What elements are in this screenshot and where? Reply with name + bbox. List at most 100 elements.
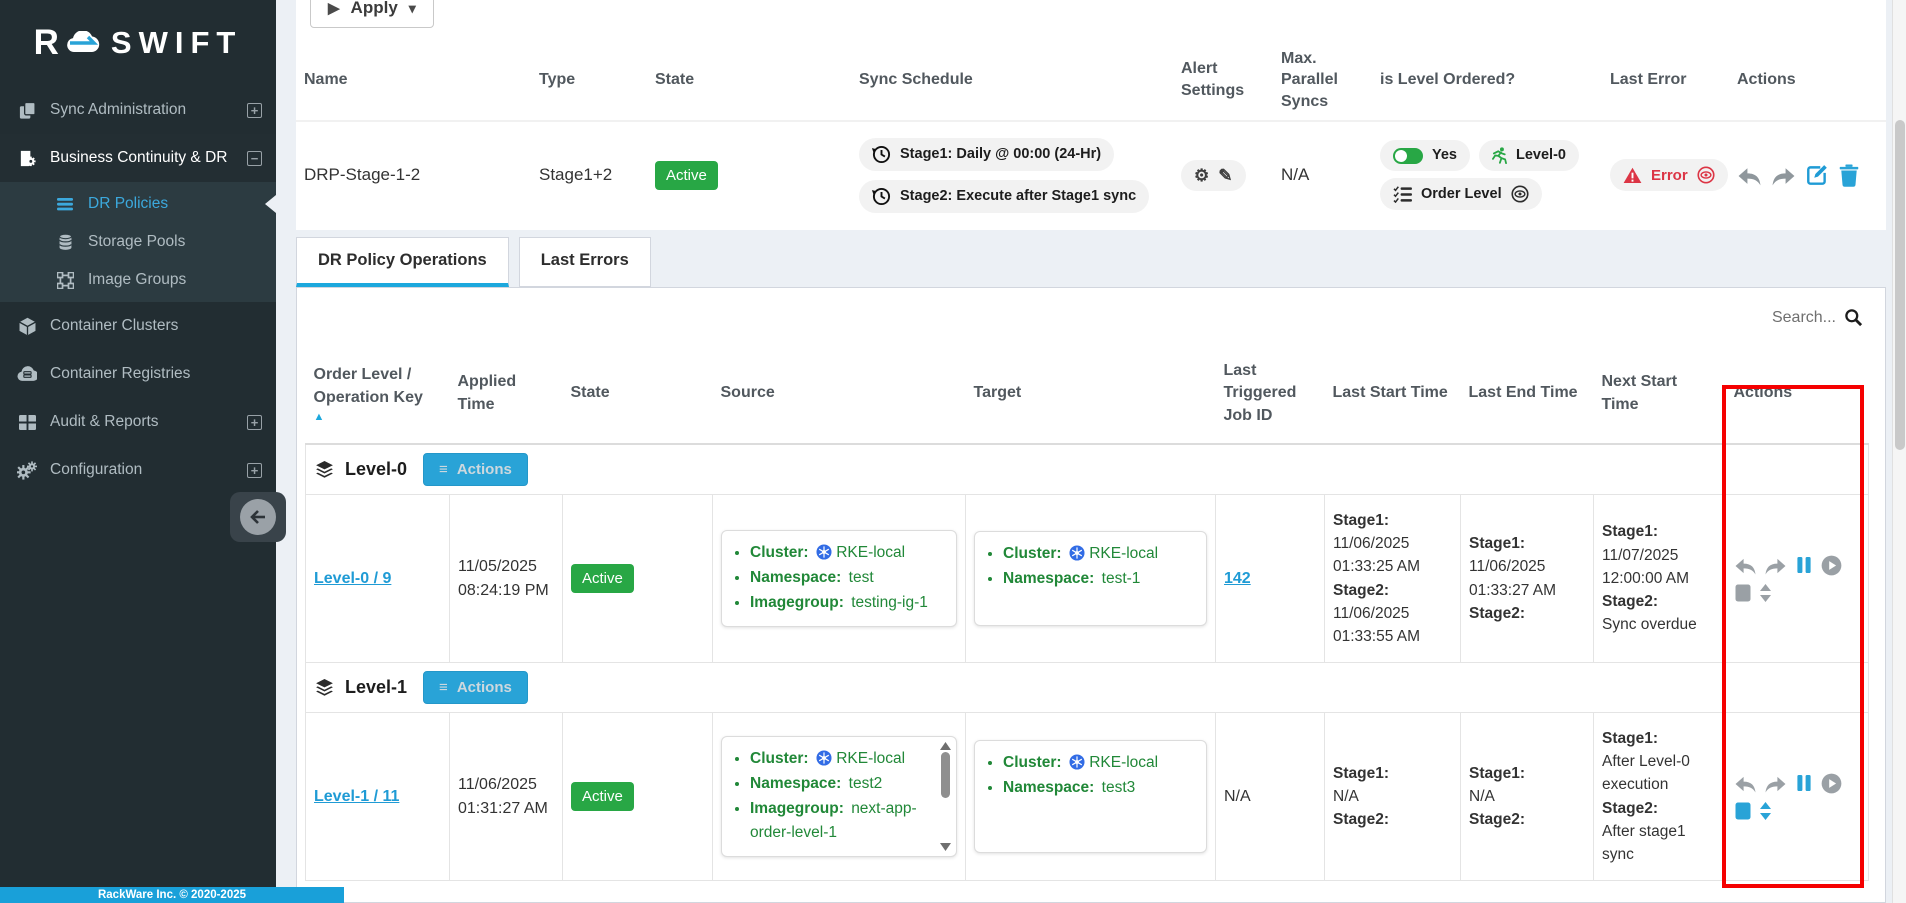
pencil-icon[interactable]: ✎ — [1218, 165, 1233, 185]
sidebar-item-dr-policies[interactable]: DR Policies — [0, 185, 276, 223]
sidebar-item-sync-administration[interactable]: Sync Administration + — [0, 86, 276, 134]
undo-icon[interactable] — [1734, 774, 1757, 793]
source-namespace: Namespace: test2 — [750, 772, 932, 797]
sidebar-item-container-clusters[interactable]: Container Clusters — [0, 302, 276, 350]
layers-icon — [314, 678, 335, 698]
redo-icon[interactable] — [1771, 165, 1796, 186]
scrollbar-thumb[interactable] — [1895, 120, 1905, 450]
policy-max-parallel-syncs: N/A — [1281, 165, 1310, 184]
column-header-applied-time[interactable]: Applied Time — [449, 344, 563, 445]
bars-icon — [55, 196, 75, 212]
expand-plus-icon[interactable]: + — [247, 462, 262, 478]
scroll-gear-icon — [17, 149, 37, 168]
target-card: Cluster: — [974, 739, 1207, 854]
redo-icon[interactable] — [1764, 774, 1787, 793]
expand-plus-icon[interactable]: + — [247, 414, 262, 430]
search-input[interactable] — [1744, 308, 1836, 327]
clock-history-icon — [872, 145, 891, 164]
sidebar-item-business-continuity-dr[interactable]: Business Continuity & DR − — [0, 134, 276, 182]
toggle-on-icon[interactable] — [1393, 147, 1423, 164]
tab-dr-policy-operations[interactable]: DR Policy Operations — [296, 237, 509, 287]
edit-icon[interactable] — [1805, 163, 1829, 187]
group-actions-button[interactable]: ≡ Actions — [423, 453, 528, 486]
last-end-time: Stage1: 11/06/2025 01:33:27 AM Stage2: — [1469, 535, 1557, 622]
last-start-time: Stage1: N/A Stage2: — [1333, 764, 1389, 829]
sidebar-item-storage-pools[interactable]: Storage Pools — [0, 223, 276, 261]
sidebar-item-label: Sync Administration — [50, 101, 187, 118]
source-imagegroup: Imagegroup: next-app-order-level-1 — [750, 797, 932, 847]
stop-icon[interactable] — [1734, 583, 1752, 603]
sidebar-item-image-groups[interactable]: Image Groups — [0, 261, 276, 299]
group-label: Level-0 — [345, 459, 408, 479]
clock-history-icon — [872, 187, 891, 206]
sidebar-item-label: Business Continuity & DR — [50, 149, 228, 166]
operation-key-link[interactable]: Level-1 / 11 — [314, 787, 400, 805]
sidebar-item-configuration[interactable]: Configuration + — [0, 446, 276, 494]
eye-icon[interactable] — [1511, 185, 1529, 203]
pause-icon[interactable] — [1794, 773, 1814, 793]
apply-button[interactable]: ▶ Apply ▾ — [310, 0, 434, 28]
column-header-actions[interactable]: Actions — [1725, 344, 1869, 445]
play-circle-icon[interactable] — [1821, 555, 1842, 576]
sort-asc-icon: ▲ — [313, 410, 325, 423]
move-up-down-icon[interactable] — [1759, 801, 1772, 821]
policy-last-error: Error — [1602, 122, 1729, 228]
footer-copyright: RackWare Inc. © 2020-2025 — [0, 887, 344, 903]
undo-icon[interactable] — [1734, 556, 1757, 575]
redo-icon[interactable] — [1764, 556, 1787, 575]
collapse-minus-icon[interactable]: − — [247, 150, 262, 166]
logo-text-swift: SWIFT — [110, 25, 243, 60]
column-header-last-start-time[interactable]: Last Start Time — [1324, 344, 1461, 445]
play-icon: ▶ — [328, 0, 340, 17]
hamburger-icon: ≡ — [439, 461, 448, 478]
column-header-name: Name — [296, 40, 531, 122]
stop-icon[interactable] — [1734, 801, 1752, 821]
column-header-next-start-time[interactable]: Next Start Time — [1593, 344, 1726, 445]
column-header-order-level-operation-key[interactable]: Order Level / Operation Key ▲ — [305, 344, 450, 445]
active-item-arrow-icon — [265, 195, 276, 213]
operation-actions — [1725, 712, 1869, 881]
tab-bar: DR Policy Operations Last Errors — [296, 237, 651, 287]
kubernetes-icon — [816, 750, 832, 766]
view-error-eye-icon[interactable] — [1697, 166, 1715, 184]
column-header-actions: Actions — [1729, 40, 1886, 122]
hamburger-icon: ≡ — [439, 679, 448, 696]
card-scrollbar[interactable] — [939, 741, 952, 852]
column-header-target[interactable]: Target — [965, 344, 1216, 445]
sidebar: R SWIFT Sync Administration + — [0, 0, 344, 903]
sidebar-item-label: DR Policies — [88, 195, 169, 212]
kubernetes-icon — [1069, 545, 1085, 561]
column-header-state[interactable]: State — [562, 344, 713, 445]
pause-icon[interactable] — [1794, 555, 1814, 575]
expand-plus-icon[interactable]: + — [247, 102, 262, 118]
source-namespace: Namespace: test — [750, 566, 944, 591]
kubernetes-icon — [816, 544, 832, 560]
chevron-down-icon: ▾ — [408, 0, 416, 16]
sidebar-collapse-button[interactable] — [230, 492, 286, 542]
operation-key-link[interactable]: Level-0 / 9 — [314, 569, 392, 587]
move-up-down-icon[interactable] — [1759, 583, 1772, 603]
kubernetes-icon — [1069, 754, 1085, 770]
play-circle-icon[interactable] — [1821, 773, 1842, 794]
app-logo[interactable]: R SWIFT — [0, 0, 276, 86]
apply-button-label: Apply — [350, 0, 398, 17]
tab-last-errors[interactable]: Last Errors — [518, 237, 651, 287]
status-badge: Active — [655, 160, 718, 190]
column-header-last-triggered-job-id[interactable]: Last Triggered Job ID — [1215, 344, 1325, 445]
column-header-source[interactable]: Source — [712, 344, 966, 445]
sidebar-item-audit-reports[interactable]: Audit & Reports + — [0, 398, 276, 446]
gear-icon[interactable]: ⚙ — [1194, 165, 1210, 185]
status-badge: Active — [571, 563, 634, 593]
column-header-last-end-time[interactable]: Last End Time — [1460, 344, 1594, 445]
column-header-max-parallel-syncs: Max. Parallel Syncs — [1273, 40, 1372, 122]
sidebar-nav: Sync Administration + Business Continuit… — [0, 86, 276, 494]
sidebar-item-container-registries[interactable]: Container Registries — [0, 350, 276, 398]
group-actions-button[interactable]: ≡ Actions — [423, 671, 528, 704]
job-id-link[interactable]: 142 — [1224, 569, 1251, 587]
column-header-state: State — [647, 40, 851, 122]
policy-sync-schedule: Stage1: Daily @ 00:00 (24-Hr) Stage2: Ex… — [851, 122, 1173, 228]
vertical-scrollbar[interactable] — [1892, 0, 1906, 903]
search-icon[interactable] — [1844, 308, 1863, 327]
delete-icon[interactable] — [1838, 163, 1860, 188]
undo-icon[interactable] — [1737, 165, 1762, 186]
